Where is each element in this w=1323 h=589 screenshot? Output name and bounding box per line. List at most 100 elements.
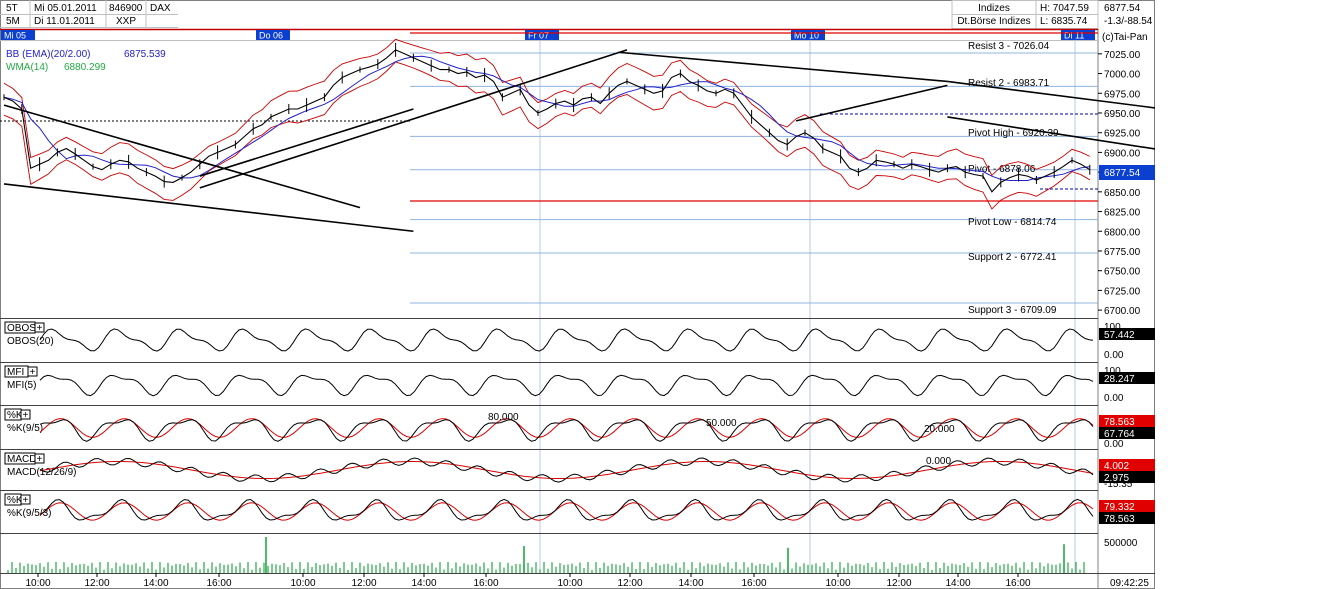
day-marker-row: Mi 05 Do 06 Fr 07 Mo 10 Di 11 xyxy=(0,28,1098,41)
level-label-6: Support 3 - 6709.09 xyxy=(968,305,1057,316)
time-label-13: 12:00 xyxy=(886,578,911,589)
last-price-badge xyxy=(1099,165,1155,180)
y-tick-label-0: 7025.00 xyxy=(1104,50,1141,61)
level-label-3: Pivot - 6878.06 xyxy=(968,164,1036,175)
day-marker-4 xyxy=(1061,30,1095,40)
panel-value-0-0: 57.442 xyxy=(1104,330,1135,341)
time-label-6: 14:00 xyxy=(411,578,436,589)
price-grid xyxy=(539,41,1076,573)
panel-title-0: OBOS xyxy=(7,323,36,334)
time-label-1: 12:00 xyxy=(84,578,109,589)
price-axis: 7025.00 7000.00 6975.00 6950.00 6925.00 6900.… xyxy=(1098,50,1141,317)
panel-line-2 xyxy=(39,419,1094,442)
panel-scale-bottom-0: 0.00 xyxy=(1104,350,1124,361)
trend-line-2 xyxy=(199,49,628,189)
panel-plus-1: + xyxy=(30,367,36,378)
panel-value-badge-4-0 xyxy=(1099,500,1155,512)
date-to: Di 11.01.2011 xyxy=(34,16,95,27)
panel-sub-0: OBOS(20) xyxy=(7,336,54,347)
panel-expand-icon-2 xyxy=(20,409,31,420)
panel-title-3: MACD xyxy=(7,454,36,465)
panel-line-0 xyxy=(39,328,1094,352)
day-marker-1 xyxy=(256,30,290,40)
panel-signal-line-2 xyxy=(39,418,1094,438)
panel-sub-3: MACD(12/26/9) xyxy=(7,467,76,478)
last-price-value: 6877.54 xyxy=(1104,168,1141,179)
time-label-4: 10:00 xyxy=(290,578,315,589)
y-tick-label-1: 7000.00 xyxy=(1104,70,1141,81)
y-tick-label-8: 6825.00 xyxy=(1104,208,1141,219)
panel-value-badge-4-1 xyxy=(1099,512,1155,524)
bollinger-upper xyxy=(3,38,1090,177)
high-label: H: 7047.59 xyxy=(1040,3,1089,14)
day-marker-0 xyxy=(1,30,35,40)
time-label-9: 12:00 xyxy=(617,578,642,589)
panel-plus-2: + xyxy=(23,410,29,421)
time-label-3: 16:00 xyxy=(206,578,231,589)
date-from: Mi 05.01.2011 xyxy=(34,3,97,14)
last-price-header: 6877.54 xyxy=(1104,3,1141,14)
trend-lines xyxy=(3,49,1155,233)
panel-scale-top-1: 100. xyxy=(1104,366,1123,377)
panel-value-4-1: 78.563 xyxy=(1104,514,1135,525)
panel-value-badge-3-1 xyxy=(1099,471,1155,483)
panel-expand-icon-0 xyxy=(34,322,45,333)
dax-intraday-chart: 5T Mi 05.01.2011 846900 DAX 5M Di 11.01.… xyxy=(0,0,1155,589)
time-axis: 10:00 12:00 14:00 16:00 10:00 12:00 14:00 16:00… xyxy=(25,573,1149,589)
y-tick-label-9: 6800.00 xyxy=(1104,227,1141,238)
time-label-15: 16:00 xyxy=(1005,578,1030,589)
time-label-14: 14:00 xyxy=(945,578,970,589)
panel-plus-3: + xyxy=(37,454,43,465)
panel-line-3 xyxy=(39,457,1094,483)
day-label-0: Mi 05 xyxy=(4,31,26,41)
bb-value: 6875.539 xyxy=(124,49,166,60)
panel-expand-icon-3 xyxy=(34,453,45,464)
trend-line-6 xyxy=(947,80,1155,109)
exchange-code: XXP xyxy=(116,16,136,27)
instrument-header: 5T Mi 05.01.2011 846900 DAX 5M Di 11.01.… xyxy=(0,0,178,28)
panel-scale-bottom-2: 0.00 xyxy=(1104,439,1124,450)
level-label-5: Support 2 - 6772.41 xyxy=(968,252,1057,263)
panel-line-4 xyxy=(39,498,1094,521)
day-marker-2 xyxy=(525,30,559,40)
panel-expand-icon-1 xyxy=(27,366,38,377)
panel-scale-top-0: 100 xyxy=(1104,322,1121,333)
pivot-levels: Resist 3 - 7026.04 Resist 2 - 6983.71 Pivo… xyxy=(0,32,1098,316)
panel-value-badge-1-0 xyxy=(1099,372,1155,384)
y-tick-label-12: 6725.00 xyxy=(1104,286,1141,297)
panel-mark-3-0: 0.000 xyxy=(926,456,951,467)
category-label: Indizes xyxy=(978,3,1010,14)
volume-axis-label: 500000 xyxy=(1104,538,1138,549)
exchange-label: Dt.Börse Indizes xyxy=(957,16,1030,27)
panel-signal-line-4 xyxy=(39,502,1094,521)
time-label-2: 14:00 xyxy=(143,578,168,589)
panel-value-badge-3-0 xyxy=(1099,459,1155,471)
y-tick-label-10: 6775.00 xyxy=(1104,247,1141,258)
y-tick-label-7: 6850.00 xyxy=(1104,188,1141,199)
day-label-3: Mo 10 xyxy=(794,31,819,41)
price-series xyxy=(3,42,1091,193)
level-label-4: Pivot Low - 6814.74 xyxy=(968,217,1057,228)
wma-label: WMA(14) xyxy=(6,62,48,73)
panel-title-4: %K xyxy=(7,495,23,506)
bollinger-middle xyxy=(3,55,1090,181)
day-marker-3 xyxy=(791,30,825,40)
panel-value-4-0: 79.332 xyxy=(1104,502,1135,513)
panel-sub-4: %K(9/5/3) xyxy=(7,508,51,519)
bollinger-bands xyxy=(3,38,1091,210)
bb-label: BB (EMA)(20/2.00) xyxy=(6,49,90,60)
level-label-0: Resist 3 - 7026.04 xyxy=(968,41,1050,52)
wkn: 846900 xyxy=(109,3,143,14)
period-bottom: 5M xyxy=(6,16,20,27)
time-label-0: 10:00 xyxy=(25,578,50,589)
panel-mark-2-1: 50.000 xyxy=(706,418,737,429)
y-tick-label-13: 6700.00 xyxy=(1104,306,1141,317)
instrument-name: DAX xyxy=(150,3,171,14)
panel-value-badge-2-1 xyxy=(1099,427,1155,439)
time-label-8: 10:00 xyxy=(557,578,582,589)
trend-line-5 xyxy=(795,84,948,122)
current-time-label: 09:42:25 xyxy=(1110,578,1149,589)
y-tick-label-3: 6950.00 xyxy=(1104,109,1141,120)
panel-sub-2: %K(9/5) xyxy=(7,423,43,434)
